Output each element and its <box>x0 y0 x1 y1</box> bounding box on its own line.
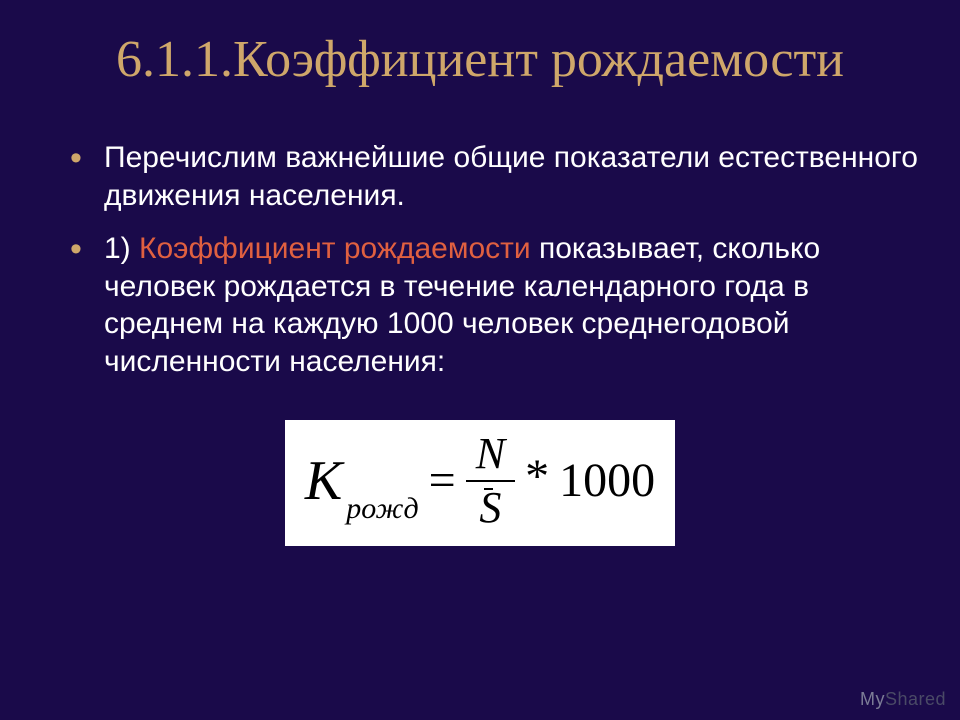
watermark-part2: Shared <box>885 689 946 709</box>
formula-denominator: S <box>469 486 511 530</box>
slide: 6.1.1.Коэффициент рождаемости Перечислим… <box>0 0 960 720</box>
slide-title: 6.1.1.Коэффициент рождаемости <box>40 30 920 89</box>
formula-equals: = <box>429 457 456 505</box>
fraction-bar-icon <box>466 480 515 482</box>
formula-numerator: N <box>466 432 515 476</box>
bullet-list: Перечислим важнейшие общие показатели ес… <box>40 139 920 380</box>
formula-constant: 1000 <box>559 457 655 505</box>
formula-lhs-symbol: K <box>305 453 342 509</box>
formula-box: K рожд = N S * 1000 <box>285 420 675 546</box>
watermark-part1: My <box>860 689 885 709</box>
bullet-item: 1) Коэффициент рождаемости показывает, с… <box>70 230 920 380</box>
overline-icon: S <box>479 486 501 530</box>
watermark: MyShared <box>860 689 946 710</box>
formula-row: K рожд = N S * 1000 <box>305 432 655 530</box>
bullet-text: Перечислим важнейшие общие показатели ес… <box>104 141 918 212</box>
formula-lhs-subscript: рожд <box>346 492 418 526</box>
formula-fraction: N S <box>466 432 515 530</box>
formula-container: K рожд = N S * 1000 <box>40 420 920 546</box>
bullet-lead-number: 1) <box>104 232 139 265</box>
formula-multiply: * <box>525 453 549 501</box>
formula-denominator-symbol: S <box>479 483 501 532</box>
bullet-item: Перечислим важнейшие общие показатели ес… <box>70 139 920 214</box>
bullet-accent-term: Коэффициент рождаемости <box>139 232 531 265</box>
